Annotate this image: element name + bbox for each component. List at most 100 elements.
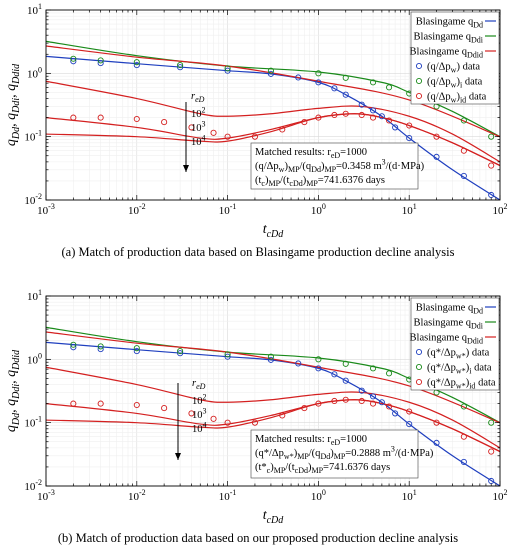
data-point bbox=[70, 58, 77, 65]
data-markers-2 bbox=[70, 110, 495, 169]
legend-label: (q*/Δpw*​) data bbox=[427, 348, 490, 361]
data-point bbox=[210, 415, 217, 422]
data-markers-1 bbox=[70, 55, 495, 140]
reD-value: 104​ bbox=[191, 133, 206, 148]
reD-value: 104​ bbox=[192, 420, 207, 435]
data-point bbox=[358, 387, 365, 394]
series-line-5 bbox=[46, 113, 500, 167]
x-tick-label: 10-1​ bbox=[219, 202, 237, 217]
figure-caption: (b) Match of production data based on ou… bbox=[58, 531, 458, 545]
data-point bbox=[460, 433, 467, 440]
legend-label: Blasingame qDdi​ bbox=[414, 318, 484, 331]
data-point bbox=[488, 162, 495, 169]
data-point bbox=[188, 124, 195, 131]
data-point bbox=[392, 124, 399, 131]
data-point bbox=[370, 114, 377, 121]
data-point bbox=[460, 117, 467, 124]
reD-value: 103​ bbox=[192, 406, 207, 421]
chart-panel-a: 10-3​10-2​10-1​100​101​102​10-2​10-1​100… bbox=[4, 2, 508, 259]
results-line: (tc​)MP​/(tcDd​)MP​=741.6376 days bbox=[255, 175, 385, 188]
data-markers-1 bbox=[70, 341, 495, 426]
legend-label: Blasingame qDd​ bbox=[416, 303, 483, 316]
data-point bbox=[133, 345, 140, 352]
data-point bbox=[406, 122, 413, 129]
data-point bbox=[161, 119, 168, 126]
data-point bbox=[386, 117, 393, 124]
data-point bbox=[370, 365, 377, 372]
data-point bbox=[315, 70, 322, 77]
series-line-0 bbox=[46, 55, 500, 200]
data-point bbox=[342, 377, 349, 384]
data-point bbox=[133, 348, 140, 355]
x-tick-label: 10-1​ bbox=[219, 488, 237, 503]
legend-marker-swatch bbox=[415, 363, 423, 371]
y-tick-label: 10-2​ bbox=[24, 478, 42, 493]
data-point bbox=[460, 172, 467, 179]
y-tick-label: 10-1​ bbox=[24, 129, 42, 144]
data-point bbox=[97, 114, 104, 121]
reD-label: reD​ bbox=[192, 378, 206, 391]
y-tick-label: 10-2​ bbox=[24, 192, 42, 207]
legend-label: Blasingame qDdid​ bbox=[410, 333, 483, 346]
data-point bbox=[406, 408, 413, 415]
data-point bbox=[433, 439, 440, 446]
data-point bbox=[97, 346, 104, 353]
legend-label: (q/Δpw​)id​ data bbox=[427, 92, 487, 105]
legend-label: Blasingame qDdi​ bbox=[414, 32, 484, 45]
data-point bbox=[331, 111, 338, 119]
data-point bbox=[460, 458, 467, 465]
data-point bbox=[342, 91, 349, 98]
reD-label: reD​ bbox=[191, 91, 205, 104]
data-point bbox=[210, 129, 217, 136]
x-tick-label: 102​ bbox=[493, 202, 508, 217]
legend: Blasingame qDd​ Blasingame qDdi​ Blasingam… bbox=[410, 11, 500, 105]
x-tick-label: 100​ bbox=[311, 488, 326, 503]
legend-marker-swatch bbox=[415, 378, 423, 386]
series-line-3 bbox=[46, 366, 500, 449]
data-point bbox=[301, 119, 308, 126]
data-point bbox=[70, 341, 77, 348]
data-point bbox=[267, 67, 274, 74]
data-point bbox=[279, 126, 286, 133]
data-point bbox=[301, 405, 308, 412]
legend-box bbox=[410, 297, 500, 391]
results-line: (t*c​)MP​/(tcDd​)MP​=741.6376 days bbox=[255, 462, 390, 475]
data-point bbox=[315, 114, 322, 121]
data-point bbox=[177, 62, 184, 69]
x-tick-label: 10-2​ bbox=[128, 488, 146, 503]
y-tick-label: 101​ bbox=[27, 2, 42, 17]
chart-panel-b: 10-3​10-2​10-1​100​101​102​10-2​10-1​100… bbox=[4, 288, 508, 545]
y-tick-label: 100​ bbox=[27, 65, 42, 80]
data-point bbox=[188, 410, 195, 417]
data-point bbox=[331, 371, 338, 378]
axes-frame bbox=[45, 9, 501, 201]
data-point bbox=[315, 400, 322, 407]
data-point bbox=[133, 401, 140, 409]
data-point bbox=[97, 400, 104, 407]
data-point bbox=[378, 399, 385, 406]
data-point bbox=[358, 111, 365, 119]
data-point bbox=[342, 110, 349, 117]
data-point bbox=[133, 115, 140, 123]
data-point bbox=[406, 421, 413, 428]
legend: Blasingame qDd​ Blasingame qDdi​ Blasingam… bbox=[410, 297, 500, 391]
data-point bbox=[295, 360, 302, 367]
data-point bbox=[315, 356, 322, 363]
results-box bbox=[250, 142, 419, 190]
data-point bbox=[177, 64, 184, 71]
data-point bbox=[224, 67, 231, 74]
legend-label: Blasingame qDd​ bbox=[416, 17, 483, 30]
data-point bbox=[224, 419, 231, 426]
x-tick-label: 101​ bbox=[402, 202, 417, 217]
data-point bbox=[97, 343, 104, 350]
data-point bbox=[370, 107, 377, 114]
data-point bbox=[224, 65, 231, 72]
data-point bbox=[488, 133, 495, 140]
data-point bbox=[488, 419, 495, 426]
legend-label: (q*/Δpw*​)i​ data bbox=[427, 363, 492, 376]
results-box bbox=[250, 429, 419, 479]
x-tick-label: 102​ bbox=[493, 488, 508, 503]
data-point bbox=[392, 410, 399, 417]
y-tick-label: 10-1​ bbox=[24, 415, 42, 430]
series-line-1 bbox=[46, 40, 500, 138]
